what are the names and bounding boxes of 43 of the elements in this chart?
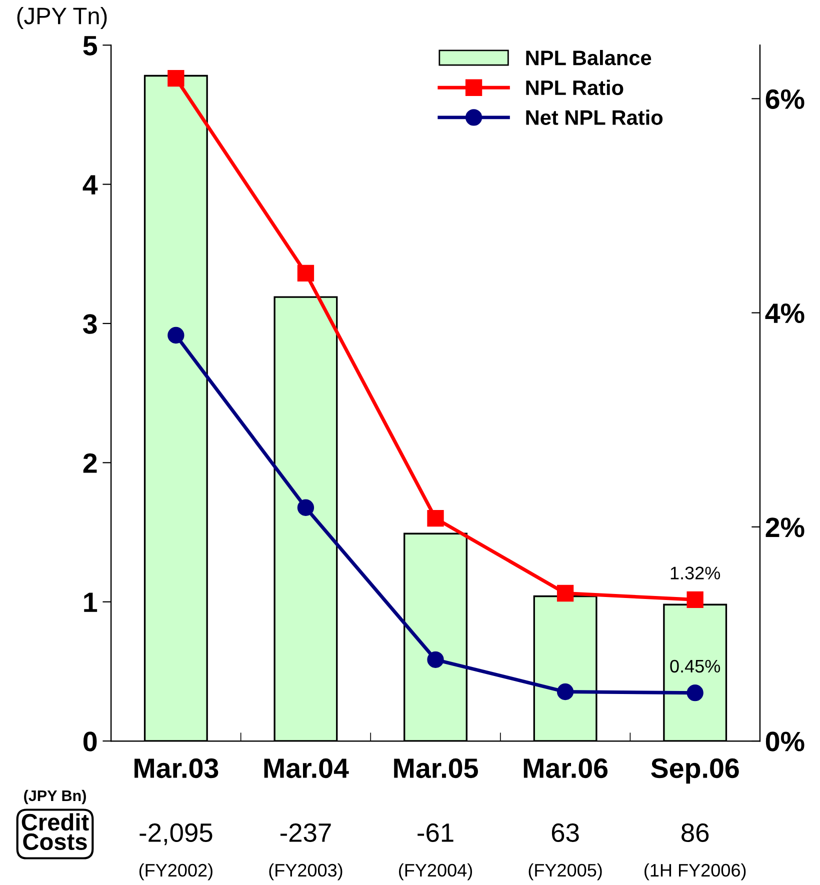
text: (FY2005) <box>528 863 602 880</box>
text: Credit Costs <box>22 813 89 850</box>
text: (1H FY2006) <box>644 863 746 880</box>
point <box>686 591 704 608</box>
y-tick-label: 4 <box>82 175 98 194</box>
text: 63 <box>552 823 579 842</box>
point <box>427 651 444 668</box>
y-tick-label: 0 <box>83 732 97 752</box>
x-tick-label: Mar.04 <box>264 758 349 778</box>
y-tick-label: 3 <box>83 314 97 334</box>
text: -2,095 <box>140 823 212 846</box>
text: (FY2002) <box>139 863 212 880</box>
point <box>686 684 704 702</box>
text: 86 <box>682 823 709 842</box>
y2-tick-label: 2% <box>766 518 804 538</box>
point <box>556 584 574 602</box>
x-tick-label: Mar.03 <box>134 758 218 778</box>
point <box>297 264 314 282</box>
legend-label: NPL Ratio <box>526 80 624 96</box>
y-tick-label: 2 <box>83 453 97 473</box>
point <box>168 326 184 344</box>
legend-label: NPL Balance <box>526 50 652 66</box>
data-label: 1.32% <box>670 566 720 580</box>
text: -237 <box>280 823 331 842</box>
y2-tick-label: 0% <box>766 732 804 752</box>
y2-tick-label: 6% <box>766 89 804 109</box>
x-tick-label: Mar.05 <box>394 758 478 778</box>
text: -61 <box>418 823 454 842</box>
legend-label: Net NPL Ratio <box>526 110 663 125</box>
text: (FY2003) <box>269 863 342 880</box>
y-tick-label: 5 <box>83 36 98 56</box>
data-label: 0.45% <box>670 660 720 673</box>
x-tick-label: Sep.06 <box>651 758 739 784</box>
y-tick-label: 1 <box>84 592 98 612</box>
y-axis-title: (JPY Tn) <box>17 6 107 29</box>
y2-tick-label: 4% <box>765 304 804 324</box>
point <box>168 70 184 87</box>
point <box>297 499 314 516</box>
x-tick-label: Mar.06 <box>524 758 608 778</box>
point <box>556 683 574 700</box>
text: (FY2004) <box>398 863 472 880</box>
text: (JPY Bn) <box>24 790 86 804</box>
point <box>427 510 444 527</box>
